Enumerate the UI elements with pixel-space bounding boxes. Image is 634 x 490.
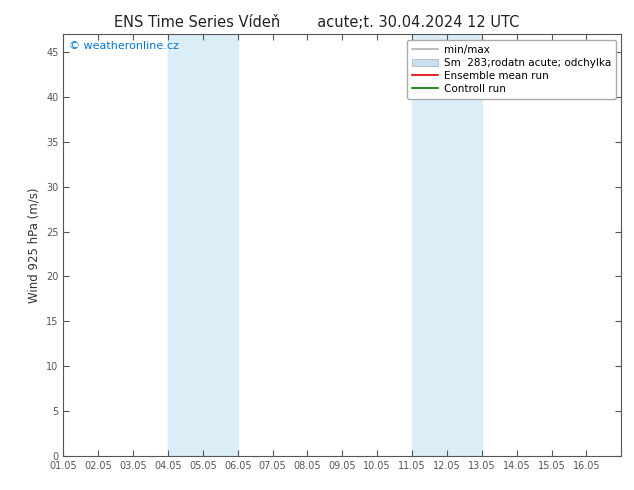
Bar [168,34,238,456]
Legend: min/max, Sm  283;rodatn acute; odchylka, Ensemble mean run, Controll run: min/max, Sm 283;rodatn acute; odchylka, … [407,40,616,99]
Text: © weatheronline.cz: © weatheronline.cz [69,41,179,50]
Text: ENS Time Series Vídeň        acute;t. 30.04.2024 12 UTC: ENS Time Series Vídeň acute;t. 30.04.202… [114,15,520,30]
Y-axis label: Wind 925 hPa (m/s): Wind 925 hPa (m/s) [27,187,41,303]
Bar [412,34,482,456]
